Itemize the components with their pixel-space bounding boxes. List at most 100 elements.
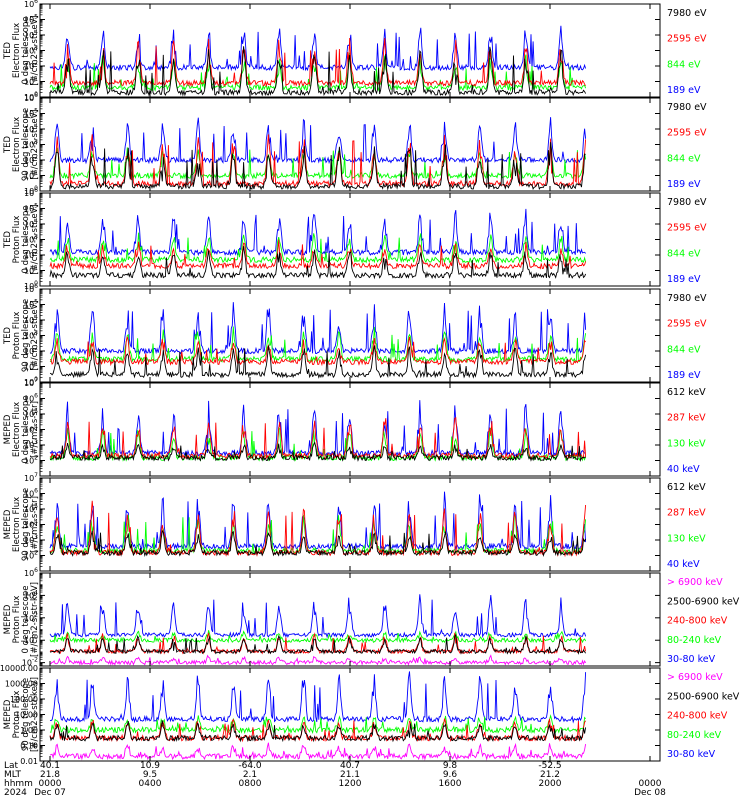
y-axis-label-line: [#/cm2-s-str-keV] (30, 582, 40, 657)
trace-5-1 (49, 441, 586, 463)
legend-entry: > 6900 keV (667, 672, 723, 683)
y-tick-label: 1000.00 (5, 680, 38, 689)
legend-entry: 2500-6900 keV (667, 691, 740, 702)
panel-6: 102 103 104 105 106 107 MEPED Electron Flux 90 d… (3, 472, 706, 572)
y-axis-label-line: [#/cm2-s-str] (30, 496, 40, 553)
x-tick-label: 21.8 (40, 770, 60, 780)
x-tick-label: Dec 07 (34, 788, 66, 798)
panel-8: 0.01 0.10 1.00 10.00 100.00 1000.00 10000.00 ME… (0, 664, 740, 766)
legend-entry: 844 eV (667, 344, 701, 355)
y-axis-label-line: 90 deg telescope (21, 488, 31, 561)
legend-entry: 844 eV (667, 248, 701, 259)
y-axis-label-line: Electron Flux (12, 497, 22, 552)
trace-6-4 (49, 491, 587, 551)
trace-8-5 (49, 671, 587, 724)
x-tick-label: Dec 08 (634, 788, 666, 798)
legend-entry: 844 eV (667, 59, 701, 70)
trace-1-4 (49, 25, 587, 72)
y-axis-label-line: [#/cm2-s-str-keV] (30, 677, 40, 752)
y-tick-label: 104 (24, 123, 38, 134)
legend-entry: 287 keV (667, 508, 706, 519)
x-tick-label: 2.1 (243, 770, 257, 780)
y-axis-label-line: [#/cm2-s-str-eV] (30, 109, 40, 179)
x-tick-label: 0400 (139, 779, 162, 789)
y-tick-label: 101 (24, 265, 38, 276)
y-axis-label: TED Electron Flux 0 deg telescope [#/cm2-s-… (3, 15, 40, 85)
y-axis-label-line: Proton Flux (12, 312, 22, 360)
legend-entry: 240-800 keV (667, 711, 728, 722)
y-axis-label-line: Electron Flux (12, 402, 22, 457)
legend-entry: 2595 eV (667, 223, 707, 234)
trace-8-1 (49, 742, 587, 761)
trace-3-2 (49, 239, 587, 271)
legend-entry: 130 keV (667, 438, 706, 449)
y-tick-label: 101 (24, 361, 38, 372)
trace-2-3 (49, 144, 587, 180)
trace-7-4 (49, 630, 587, 644)
legend-entry: > 6900 keV (667, 577, 723, 588)
y-tick-label: 106 (24, 187, 38, 198)
y-tick-label: 102 (24, 249, 38, 260)
trace-4-3 (49, 326, 587, 364)
panel-frame (39, 667, 661, 762)
legend-entry: 7980 eV (667, 102, 707, 113)
x-tick-label: 0800 (239, 779, 262, 789)
panel-7-traces (49, 594, 587, 666)
panel-frame (39, 477, 661, 572)
y-tick-label: 0.10 (20, 742, 38, 751)
x-tick-label: 40.7 (340, 761, 360, 771)
y-axis-label-line: [#/cm2-s-str-eV] (30, 300, 40, 370)
y-axis-label-line: TED (3, 41, 13, 60)
y-tick-label: 104 (24, 314, 38, 325)
trace-3-3 (49, 232, 587, 264)
y-tick-label: 102 (24, 60, 38, 71)
y-tick-label: 103 (24, 139, 38, 150)
y-tick-label: 102 (24, 345, 38, 356)
y-axis-label-line: MEPED (3, 509, 13, 539)
trace-8-2 (49, 720, 587, 743)
y-tick-label: 106 (24, 393, 38, 404)
trace-7-2 (49, 633, 586, 655)
y-tick-label: 100 (24, 185, 38, 196)
x-tick-label: 1600 (439, 779, 462, 789)
y-tick-label: 102 (24, 455, 38, 466)
y-tick-label: 106 (24, 488, 38, 499)
y-tick-label: 106 (24, 567, 38, 578)
panel-5: 102 103 104 105 106 107 MEPED Electron Flux 0 de… (3, 377, 706, 477)
y-axis-label-line: MEPED (3, 699, 13, 729)
legend-entry: 287 keV (667, 413, 706, 424)
x-tick-label: -52.5 (538, 761, 561, 771)
y-tick-label: 105 (24, 299, 38, 310)
x-tick-label: 1200 (339, 779, 362, 789)
y-tick-label: 105 (24, 14, 38, 25)
y-tick-label: 104 (24, 589, 38, 600)
y-axis-label-line: [#/cm2-s-str-eV] (30, 15, 40, 85)
panel-7: 10-2 100 102 104 106 MEPED Proton Flux 0 deg te… (3, 567, 740, 668)
y-axis-label: MEPED Electron Flux 0 deg telescope [#/cm2-… (3, 396, 40, 464)
y-axis-label-line: 90 deg telescope (21, 678, 31, 751)
legend-entry: 2595 eV (667, 128, 707, 139)
legend-entry: 189 eV (667, 85, 701, 96)
panel-2: 100 101 102 103 104 105 106 TED Electron Flux 90 … (3, 92, 707, 196)
legend-entry: 2595 eV (667, 34, 707, 45)
trace-1-1 (49, 46, 587, 97)
legend-entry: 7980 eV (667, 8, 707, 19)
panel-frame (39, 572, 661, 667)
y-tick-label: 102 (24, 612, 38, 623)
x-row-label: MLT (4, 770, 22, 780)
panel-1-traces (49, 25, 587, 97)
trace-6-1 (49, 530, 587, 558)
y-tick-label: 102 (24, 550, 38, 561)
y-tick-label: 105 (24, 203, 38, 214)
legend-entry: 80-240 keV (667, 635, 722, 646)
panel-4: 100 101 102 103 104 105 106 TED Proton Flux 90 de… (3, 283, 707, 387)
x-row-label: 2024 (4, 788, 27, 798)
trace-2-4 (49, 117, 587, 165)
y-tick-label: 103 (24, 534, 38, 545)
y-tick-label: 106 (24, 283, 38, 294)
trace-4-1 (49, 345, 587, 379)
legend-entry: 40 keV (667, 464, 700, 475)
x-row-label: hhmm (4, 779, 33, 789)
y-axis-label-line: MEPED (3, 414, 13, 444)
